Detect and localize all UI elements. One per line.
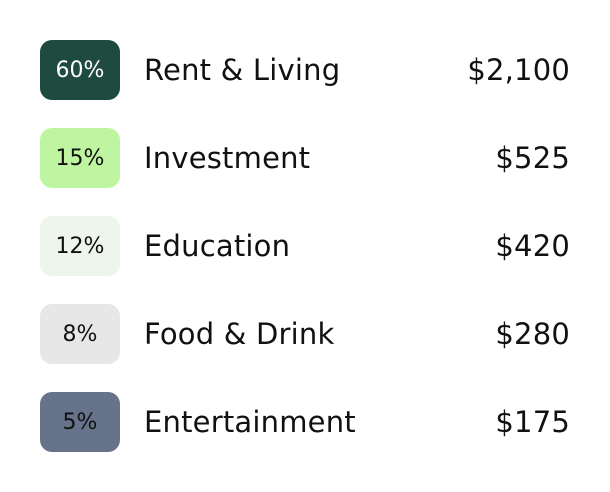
list-item-entertainment: 5% Entertainment $175	[40, 392, 570, 452]
percent-badge: 12%	[40, 216, 120, 276]
percent-badge: 15%	[40, 128, 120, 188]
amount-value: $280	[495, 317, 570, 351]
category-label: Investment	[144, 141, 311, 175]
list-item-education: 12% Education $420	[40, 216, 570, 276]
amount-value: $2,100	[467, 53, 570, 87]
category-label: Rent & Living	[144, 53, 341, 87]
percent-badge: 8%	[40, 304, 120, 364]
list-item-investment: 15% Investment $525	[40, 128, 570, 188]
amount-value: $175	[495, 405, 570, 439]
category-label: Education	[144, 229, 291, 263]
category-label: Food & Drink	[144, 317, 335, 351]
amount-value: $525	[495, 141, 570, 175]
list-item-rent-living: 60% Rent & Living $2,100	[40, 40, 570, 100]
list-item-food-drink: 8% Food & Drink $280	[40, 304, 570, 364]
amount-value: $420	[495, 229, 570, 263]
category-label: Entertainment	[144, 405, 356, 439]
percent-badge: 60%	[40, 40, 120, 100]
percent-badge: 5%	[40, 392, 120, 452]
